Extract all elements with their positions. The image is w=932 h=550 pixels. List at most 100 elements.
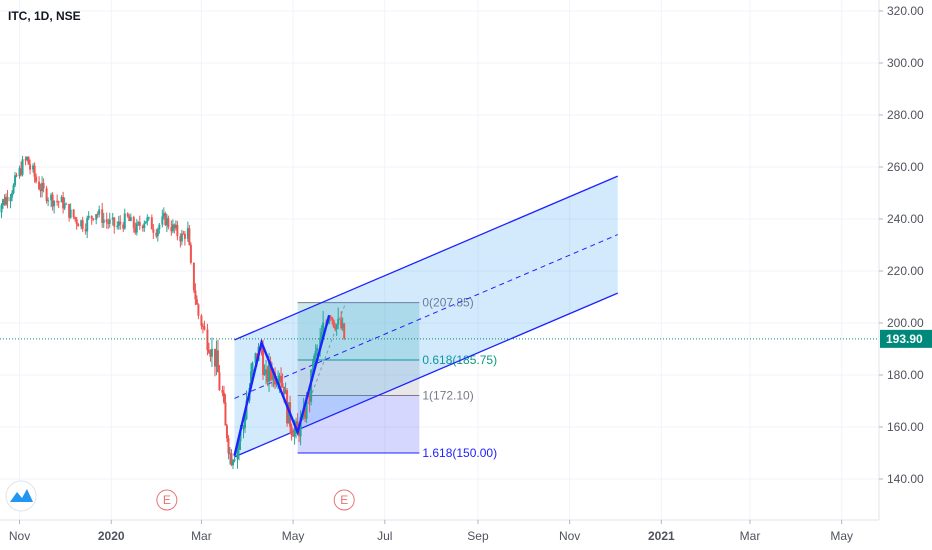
candle-body <box>201 325 204 327</box>
price-tick-label: 180.00 <box>887 368 924 382</box>
candle-body <box>283 386 286 394</box>
candle-body <box>53 200 56 207</box>
candle-body <box>81 220 84 229</box>
candle-body <box>305 395 308 419</box>
candle-body <box>341 323 344 329</box>
candle-body <box>33 165 36 177</box>
candle-body <box>39 189 42 192</box>
candle-body <box>335 324 338 329</box>
price-tick-label: 300.00 <box>887 56 924 70</box>
candle-body <box>280 375 283 384</box>
candle-body <box>165 218 168 226</box>
candle-body <box>242 427 245 430</box>
candle-body <box>209 352 212 357</box>
candle-body <box>3 199 6 205</box>
earnings-marker[interactable] <box>156 489 178 511</box>
candle-body <box>156 229 159 237</box>
price-tick-label: 240.00 <box>887 212 924 226</box>
candle-body <box>116 226 119 228</box>
candle-body <box>192 262 195 291</box>
candle-body <box>138 222 141 226</box>
candle-body <box>215 350 218 367</box>
candle-body <box>278 375 281 382</box>
candle-body <box>207 349 210 353</box>
candle-body <box>275 382 278 385</box>
candle-body <box>47 200 50 202</box>
candle-body <box>188 228 191 245</box>
candle-body <box>111 217 114 220</box>
candle-body <box>62 196 65 209</box>
candle-body <box>77 223 80 227</box>
price-axis[interactable]: 320.00 300.00 280.00 260.00 240.00 220.00 200.… <box>878 0 932 550</box>
fib-zone <box>297 360 420 396</box>
candle-body <box>233 459 236 462</box>
time-tick-label: 2020 <box>98 529 125 543</box>
fib-level-label: 1(172.10) <box>422 389 473 403</box>
candle-body <box>6 196 9 202</box>
candle-body <box>308 395 311 402</box>
abcd-pattern-lines[interactable] <box>233 314 331 456</box>
candle-body <box>132 217 135 228</box>
candle-body <box>231 461 234 466</box>
candle-body <box>224 402 227 426</box>
candle-body <box>161 216 164 225</box>
fibonacci-retracement[interactable]: 0(207.85)0.618(185.75)1(172.10)1.618(150… <box>297 296 497 460</box>
candle-body <box>186 228 189 239</box>
candle-body <box>75 219 78 224</box>
candle-body <box>144 221 147 224</box>
price-tick-label: 200.00 <box>887 316 924 330</box>
candle-body <box>84 228 87 232</box>
candle-body <box>227 438 230 454</box>
candle-body <box>86 218 89 232</box>
candle-body <box>200 315 203 326</box>
candle-body <box>189 244 192 263</box>
candle-body <box>254 353 257 363</box>
candle-body <box>162 213 165 217</box>
candle-body <box>262 349 265 375</box>
candle-body <box>332 319 335 328</box>
candle-body <box>174 224 177 229</box>
candle-body <box>38 181 41 190</box>
candle-body <box>182 233 185 235</box>
candle-body <box>35 176 38 182</box>
candle-body <box>244 419 247 428</box>
candle-body <box>108 219 111 224</box>
candle-body <box>102 219 105 223</box>
candle-body <box>268 360 271 382</box>
candle-body <box>123 213 126 229</box>
candle-body <box>12 185 15 194</box>
candle-body <box>141 225 144 229</box>
candle-body <box>290 426 293 436</box>
candle-body <box>298 428 301 437</box>
symbol-title[interactable]: ITC, 1D, NSE <box>8 9 81 23</box>
candle-body <box>296 421 299 429</box>
candle-body <box>119 221 122 225</box>
tradingview-logo[interactable] <box>5 480 37 512</box>
candle-body <box>158 224 161 230</box>
candle-body <box>167 218 170 228</box>
candle-body <box>63 203 66 209</box>
candle-body <box>0 205 3 213</box>
candle-body <box>210 348 213 357</box>
time-axis[interactable]: Nov 2020 Mar May Jul Sep Nov 2021 Mar May <box>0 519 932 550</box>
candle-body <box>107 222 110 224</box>
candle-body <box>343 323 346 339</box>
channel-upper-line <box>234 175 619 341</box>
candle-body <box>203 326 206 330</box>
time-tick-label: Mar <box>740 529 761 543</box>
candle-body <box>173 224 176 229</box>
earnings-marker[interactable] <box>333 489 355 511</box>
candle-body <box>29 164 32 170</box>
fib-zone <box>297 395 420 453</box>
candle-body <box>236 449 239 460</box>
logo-circle[interactable] <box>5 480 37 512</box>
candle-body <box>32 165 35 170</box>
time-axis-bg <box>0 520 932 550</box>
logo-mark <box>10 489 33 502</box>
parallel-channel[interactable] <box>234 175 619 458</box>
last-price-badge <box>880 329 932 348</box>
candle-body <box>293 427 296 437</box>
candle-body <box>20 168 23 175</box>
